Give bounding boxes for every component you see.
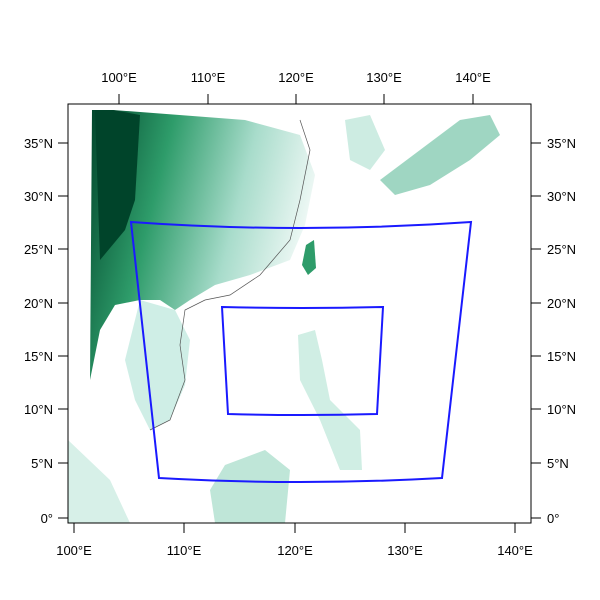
left-lat-label: 15°N <box>24 349 53 364</box>
tibet-highland <box>95 110 140 260</box>
terrain-layer <box>68 110 500 523</box>
right-lat-label: 20°N <box>547 296 576 311</box>
bottom-lon-label: 120°E <box>277 543 313 558</box>
outer-domain-box <box>129 220 473 483</box>
top-lon-label: 120°E <box>278 70 314 85</box>
sumatra-terrain <box>68 440 130 523</box>
top-lon-label: 130°E <box>366 70 402 85</box>
korea-terrain <box>345 115 385 170</box>
left-lat-label: 5°N <box>31 456 53 471</box>
right-lat-label: 0° <box>547 511 559 526</box>
right-lat-label: 25°N <box>547 242 576 257</box>
map-frame <box>67 103 532 524</box>
left-lat-label: 10°N <box>24 402 53 417</box>
lat-ticks <box>58 142 541 519</box>
left-lat-label: 25°N <box>24 242 53 257</box>
indochina-terrain <box>125 300 190 430</box>
left-lat-label: 35°N <box>24 136 53 151</box>
inner-domain-box <box>220 305 385 416</box>
right-lat-label: 5°N <box>547 456 569 471</box>
right-lat-label: 35°N <box>547 136 576 151</box>
taiwan-terrain <box>302 240 316 275</box>
left-lat-label: 20°N <box>24 296 53 311</box>
right-lat-label: 30°N <box>547 189 576 204</box>
philippines-terrain <box>298 330 362 470</box>
coastline <box>149 119 311 431</box>
top-lon-label: 100°E <box>101 70 137 85</box>
bottom-lon-label: 140°E <box>497 543 533 558</box>
bottom-lon-label: 100°E <box>56 543 92 558</box>
right-lat-label: 10°N <box>547 402 576 417</box>
top-lon-label: 110°E <box>191 70 226 85</box>
left-lat-label: 0° <box>41 511 53 526</box>
top-lon-label: 140°E <box>455 70 491 85</box>
bottom-lon-label: 110°E <box>167 543 202 558</box>
left-lat-label: 30°N <box>24 189 53 204</box>
borneo-terrain <box>210 450 290 523</box>
right-lat-label: 15°N <box>547 349 576 364</box>
china-terrain <box>90 110 315 380</box>
top-ticks <box>118 94 474 104</box>
japan-terrain <box>380 115 500 195</box>
bottom-ticks <box>73 523 516 533</box>
bottom-lon-label: 130°E <box>387 543 423 558</box>
